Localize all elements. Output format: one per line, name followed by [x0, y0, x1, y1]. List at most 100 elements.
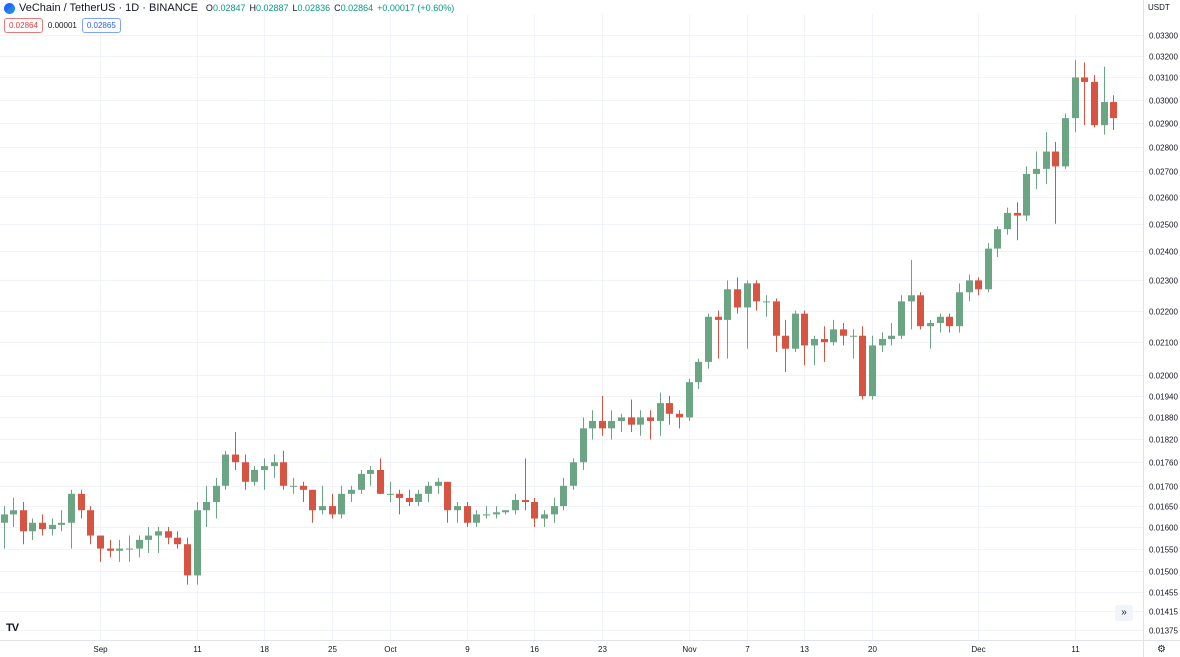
candle-body [985, 248, 992, 290]
candle [927, 319, 934, 349]
candle [985, 242, 992, 293]
candle [850, 329, 857, 359]
candle [898, 295, 905, 339]
grid-lines [0, 14, 1143, 640]
candle-body [49, 524, 56, 530]
candle-body [773, 301, 780, 336]
candle [213, 477, 220, 519]
candle [792, 310, 799, 352]
price-tick-label: 0.03000 [1149, 97, 1178, 106]
candle-body [242, 462, 249, 482]
candle [782, 319, 789, 372]
close-label: C [334, 3, 341, 13]
candle-body [1101, 102, 1108, 126]
candle [1023, 166, 1030, 221]
candle-body [464, 506, 471, 523]
buy-price-button[interactable]: 0.02865 [81, 18, 121, 33]
price-tick-label: 0.01375 [1149, 627, 1178, 636]
candle [869, 335, 876, 400]
candle-body [68, 493, 75, 523]
candle [1081, 62, 1088, 126]
candle-body [358, 473, 365, 490]
candle [917, 292, 924, 330]
candle-body [975, 280, 982, 290]
candle [811, 335, 818, 366]
candle-body [174, 537, 181, 545]
candle [522, 458, 529, 511]
candle [676, 410, 683, 429]
candle-body [628, 417, 635, 425]
candle-body [608, 421, 615, 429]
time-tick-label: 16 [530, 645, 539, 654]
candle [49, 518, 56, 536]
candle-body [145, 535, 152, 540]
candle [348, 485, 355, 502]
candle-body [811, 338, 818, 346]
candle [280, 450, 287, 490]
currency-label[interactable]: USDT [1148, 3, 1170, 12]
symbol-title[interactable]: VeChain / TetherUS · 1D · BINANCE [19, 2, 198, 14]
candle-body [126, 548, 133, 550]
candle-body [937, 316, 944, 324]
candle-body [165, 531, 172, 538]
price-tick-label: 0.02100 [1149, 339, 1178, 348]
candle [1101, 66, 1108, 135]
candle-body [155, 531, 162, 536]
gear-icon[interactable]: ⚙ [1157, 644, 1166, 655]
tradingview-logo-icon[interactable]: TV [6, 622, 19, 634]
candle [734, 277, 741, 314]
candle-body [309, 489, 316, 511]
price-tick-label: 0.02600 [1149, 194, 1178, 203]
candle [531, 497, 538, 528]
candle-body [580, 428, 587, 463]
candle [271, 454, 278, 478]
price-axis[interactable]: 0.03300 0.03200 0.03100 0.03000 0.02900 0.028… [1143, 0, 1179, 657]
candle-body [348, 489, 355, 494]
ohlc-values: O0.02847 H0.02887 L0.02836 C0.02864 +0.0… [206, 3, 454, 13]
sell-price-button[interactable]: 0.02864 [4, 18, 43, 33]
candle [956, 283, 963, 333]
candle [136, 535, 143, 558]
candle [1072, 60, 1079, 133]
candle-body [377, 469, 384, 494]
price-tick-label: 0.03300 [1149, 32, 1178, 41]
candle-body [396, 493, 403, 498]
candle-body [637, 417, 644, 425]
candle-body [213, 485, 220, 502]
candle [97, 535, 104, 562]
time-tick-label: Sep [93, 645, 108, 654]
legend-header: VeChain / TetherUS · 1D · BINANCE O0.028… [4, 1, 454, 15]
price-tick-label: 0.01415 [1149, 608, 1178, 617]
candle [888, 323, 895, 346]
candle-body [1023, 173, 1030, 216]
candle [39, 514, 46, 536]
candle [464, 501, 471, 528]
candle-body [387, 493, 394, 495]
time-axis[interactable]: Sep 11 18 25 Oct 9 16 23 Nov 7 13 20 Dec 11 [0, 640, 1180, 655]
candle [300, 481, 307, 502]
candle-body [599, 421, 606, 429]
candle [116, 539, 123, 562]
double-chevron-right-icon[interactable]: » [1115, 605, 1133, 621]
candle [242, 454, 249, 490]
candle [879, 332, 886, 352]
candle [319, 485, 326, 515]
price-tick-label: 0.02900 [1149, 120, 1178, 129]
candle-body [946, 316, 953, 327]
candle-body [1062, 118, 1069, 167]
candle-body [840, 329, 847, 336]
candle-body [367, 469, 374, 474]
candle [87, 506, 94, 545]
candle [68, 489, 75, 549]
candle [444, 481, 451, 523]
candle [1110, 95, 1117, 130]
candle [705, 313, 712, 369]
candle [338, 485, 345, 519]
candle [840, 323, 847, 346]
price-tick-label: 0.01455 [1149, 589, 1178, 598]
candle-body [415, 493, 422, 502]
candle-body [194, 510, 201, 576]
candle-body [261, 466, 268, 470]
time-tick-label: 7 [745, 645, 750, 654]
